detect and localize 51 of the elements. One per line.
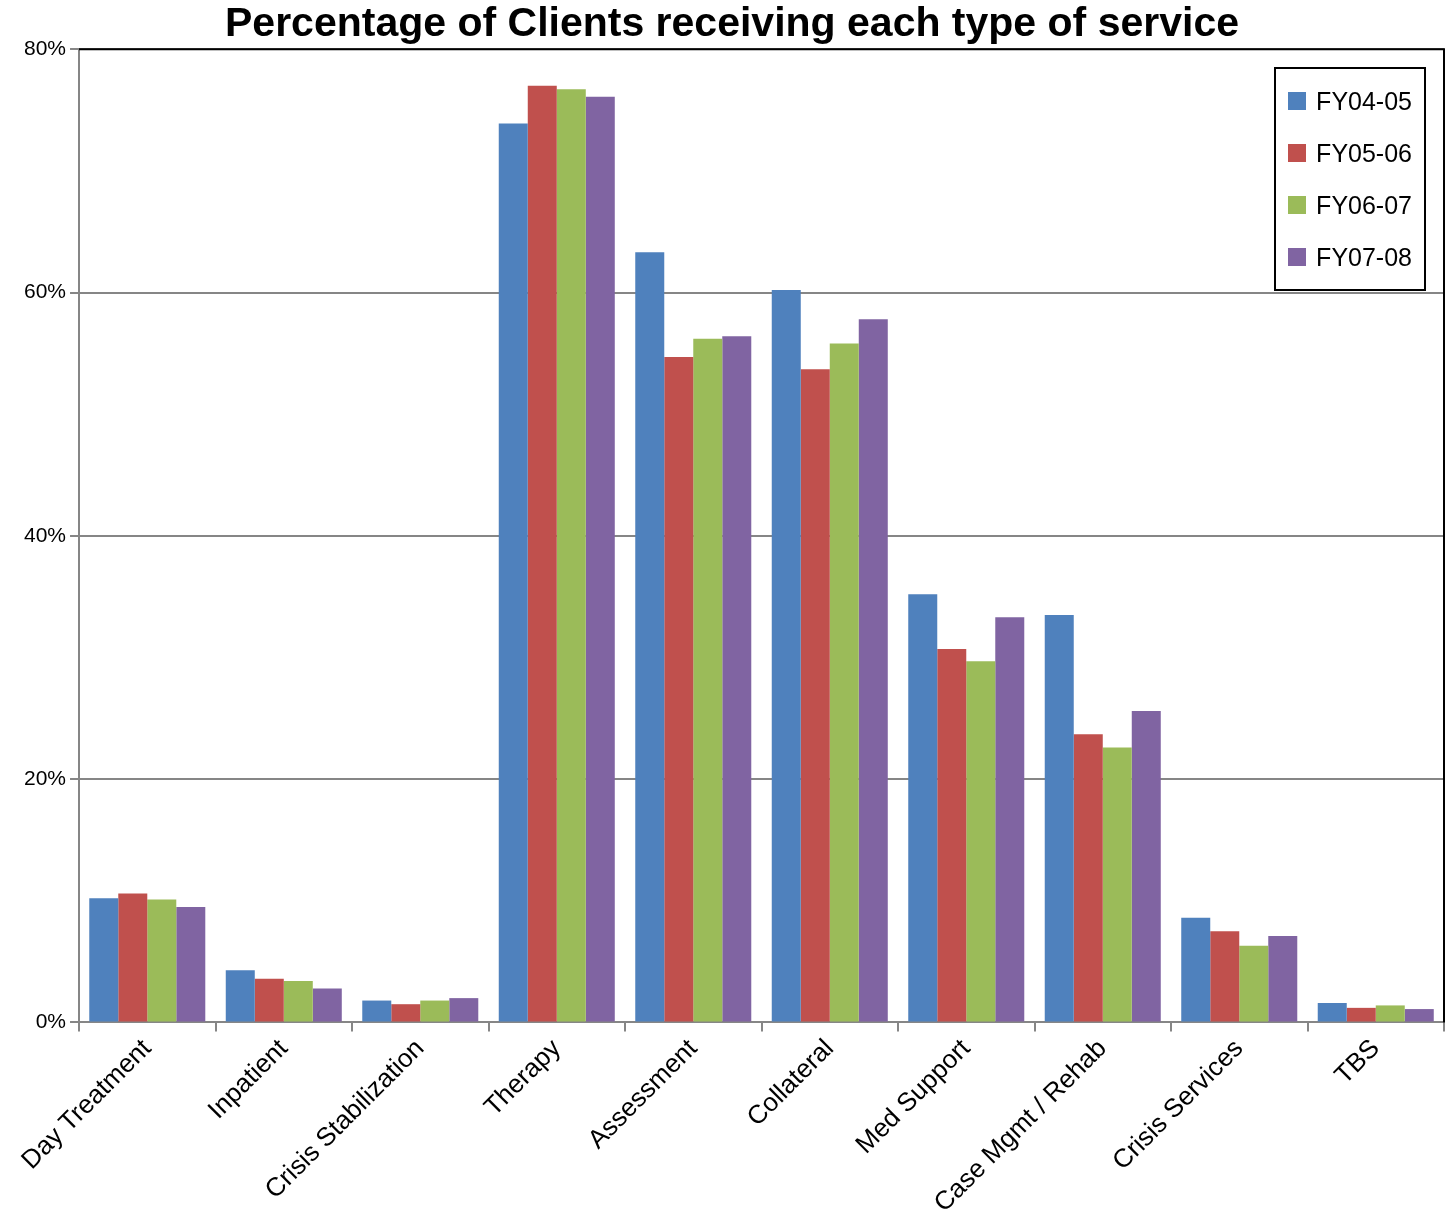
bar <box>1131 711 1161 1022</box>
bar <box>527 85 557 1022</box>
bar <box>1073 734 1103 1022</box>
bar <box>1317 1002 1347 1022</box>
bar <box>283 981 313 1022</box>
bar <box>1346 1007 1376 1022</box>
bar <box>858 319 888 1022</box>
bar <box>664 356 694 1022</box>
legend-label: FY04-05 <box>1316 86 1412 116</box>
bar <box>147 899 177 1022</box>
bar <box>585 96 615 1022</box>
bar <box>722 336 752 1022</box>
y-tick-label: 40% <box>24 522 67 546</box>
legend-label: FY05-06 <box>1316 138 1412 168</box>
bar <box>254 978 284 1022</box>
y-tick-label: 20% <box>24 765 67 789</box>
bar <box>1268 936 1298 1022</box>
chart-title: Percentage of Clients receiving each type of service <box>224 0 1240 45</box>
bar <box>908 594 938 1022</box>
bar <box>995 617 1025 1022</box>
legend-label: FY06-07 <box>1316 190 1412 220</box>
bar <box>1102 747 1132 1022</box>
bar <box>1044 614 1074 1022</box>
bar <box>449 998 479 1022</box>
bar <box>771 290 801 1022</box>
legend-label: FY07-08 <box>1316 242 1412 272</box>
bar <box>1239 945 1269 1022</box>
bar <box>312 988 342 1022</box>
bar <box>225 970 255 1022</box>
bar <box>635 252 665 1022</box>
bar <box>420 1000 450 1022</box>
bar <box>1404 1009 1434 1022</box>
bar <box>176 906 206 1022</box>
bar <box>1181 917 1211 1022</box>
y-tick-label: 60% <box>24 279 67 303</box>
bar <box>800 369 830 1022</box>
bar <box>118 893 148 1022</box>
y-tick-label: 0% <box>35 1009 67 1033</box>
bar <box>498 123 528 1022</box>
bar <box>966 661 996 1022</box>
bar <box>937 648 967 1022</box>
bar <box>829 343 859 1022</box>
bar <box>693 338 723 1022</box>
bar <box>391 1004 421 1022</box>
bar <box>1210 931 1240 1022</box>
bar <box>1375 1005 1405 1022</box>
bar <box>362 1000 392 1022</box>
bar <box>556 89 586 1022</box>
y-tick-label: 80% <box>24 36 67 59</box>
bar <box>89 898 119 1022</box>
x-tick-label: TBS <box>1328 1032 1386 1090</box>
